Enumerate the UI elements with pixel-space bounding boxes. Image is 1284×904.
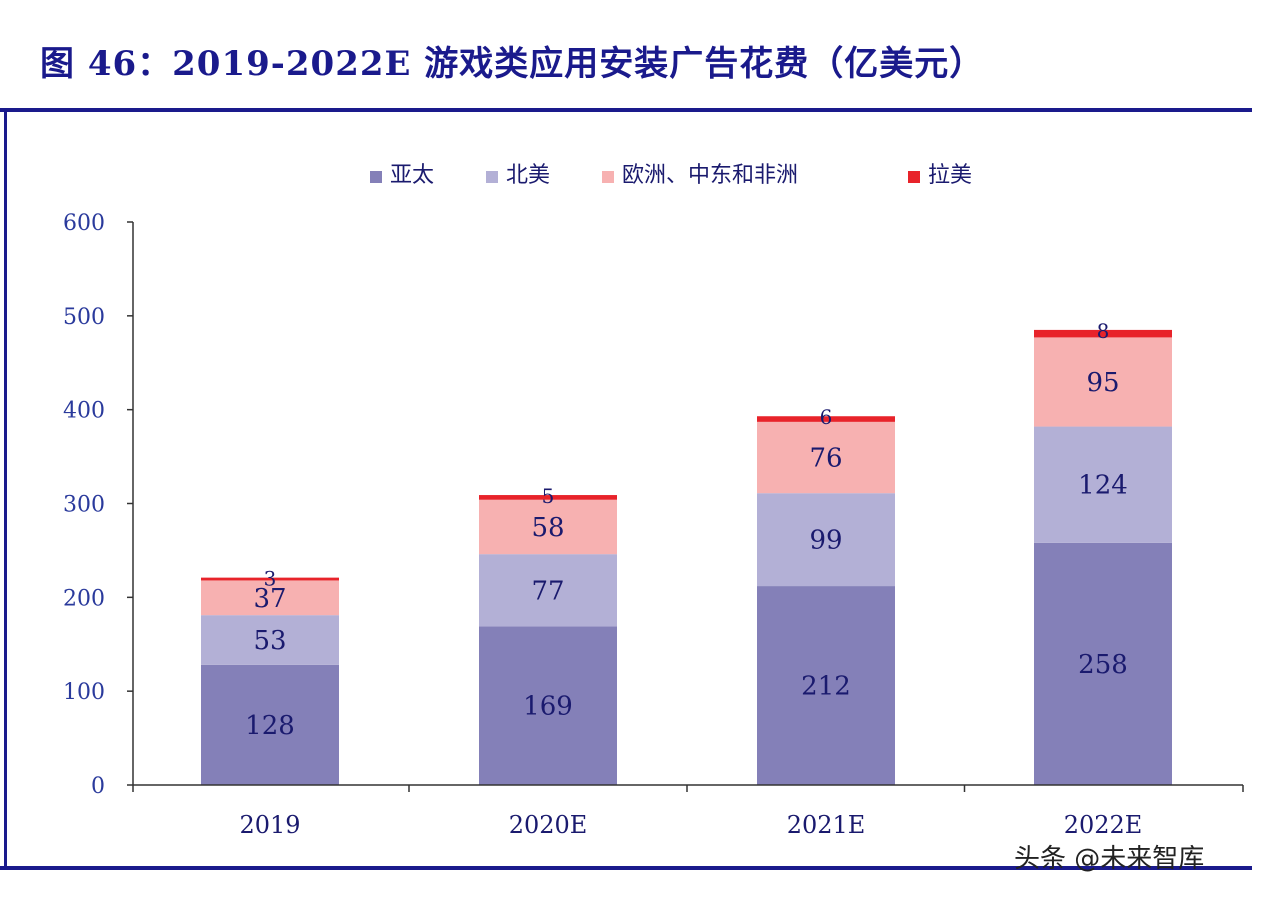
legend-swatch-series-1 <box>370 171 382 183</box>
data-label-series-1: 258 <box>1078 650 1128 680</box>
bar-segment-series-3 <box>1034 337 1172 427</box>
x-tick-label: 2020E <box>509 811 588 839</box>
bar-segment-series-3 <box>757 421 895 494</box>
y-tick-label: 0 <box>91 774 105 799</box>
data-label-series-2: 53 <box>253 626 286 656</box>
legend-swatch-series-2 <box>486 171 498 183</box>
y-tick-label: 200 <box>63 586 105 611</box>
y-tick-label: 100 <box>63 680 105 705</box>
bar-segment-series-1 <box>757 586 895 785</box>
data-label-series-3: 58 <box>531 513 564 543</box>
bar-segment-series-2 <box>479 554 617 627</box>
bar-segment-series-4 <box>757 416 895 422</box>
bar-segment-series-4 <box>1034 329 1172 338</box>
x-tick-label: 2022E <box>1064 811 1143 839</box>
data-label-series-4: 6 <box>820 405 833 429</box>
watermark: 头条 @未来智库 <box>1014 844 1205 874</box>
y-tick-label: 400 <box>63 399 105 424</box>
y-axis: 0 100 200 300 400 500 600 <box>63 211 134 799</box>
data-label-series-3: 95 <box>1086 368 1119 398</box>
legend-label-series-1: 亚太 <box>390 163 434 188</box>
x-axis: 2019 2020E 2021E 2022E <box>132 784 1244 839</box>
x-tick-label: 2019 <box>239 811 300 839</box>
bar-segment-series-2 <box>201 615 339 665</box>
bar-segment-series-1 <box>201 664 339 785</box>
y-tick-label: 300 <box>63 493 105 518</box>
y-tick-label: 500 <box>63 305 105 330</box>
legend-swatch-series-3 <box>602 171 614 183</box>
data-label-series-2: 99 <box>809 526 842 556</box>
legend-label-series-4: 拉美 <box>928 163 972 188</box>
data-label-series-2: 77 <box>531 576 564 606</box>
y-tick-label: 600 <box>63 211 105 236</box>
bar-segment-series-1 <box>479 626 617 785</box>
bar-segment-series-4 <box>479 495 617 500</box>
legend-label-series-3: 欧洲、中东和非洲 <box>622 163 798 188</box>
data-label-series-3: 37 <box>253 584 286 614</box>
legend-label-series-2: 北美 <box>506 163 550 188</box>
figure-title: 图 46：2019-2022E 游戏类应用安装广告花费（亿美元） <box>40 44 985 84</box>
data-label-series-4: 5 <box>542 484 555 508</box>
legend-swatch-series-4 <box>908 171 920 183</box>
x-tick-label: 2021E <box>787 811 866 839</box>
data-label-series-3: 76 <box>809 444 842 474</box>
data-label-series-4: 3 <box>264 567 277 591</box>
bar-stack-group: 128 53 373 169 77 58 5 212 99 76 6 258 124 95 8 <box>201 319 1172 785</box>
bar-segment-series-2 <box>757 493 895 587</box>
data-label-series-4: 8 <box>1097 319 1110 343</box>
bar-segment-series-4 <box>201 577 339 581</box>
frame-bottom-border <box>0 866 1252 870</box>
data-label-series-1: 128 <box>245 711 295 741</box>
data-label-series-2: 124 <box>1078 471 1128 501</box>
bar-segment-series-1 <box>1034 542 1172 785</box>
data-label-series-1: 212 <box>801 672 851 702</box>
data-label-series-1: 169 <box>523 692 573 722</box>
chart-legend: 亚太 北美 欧洲、中东和非洲 拉美 <box>370 163 972 188</box>
frame-left-border <box>4 112 7 870</box>
bar-segment-series-2 <box>1034 426 1172 543</box>
bar-segment-series-3 <box>201 580 339 616</box>
bar-segment-series-3 <box>479 499 617 555</box>
title-rule <box>0 108 1252 112</box>
